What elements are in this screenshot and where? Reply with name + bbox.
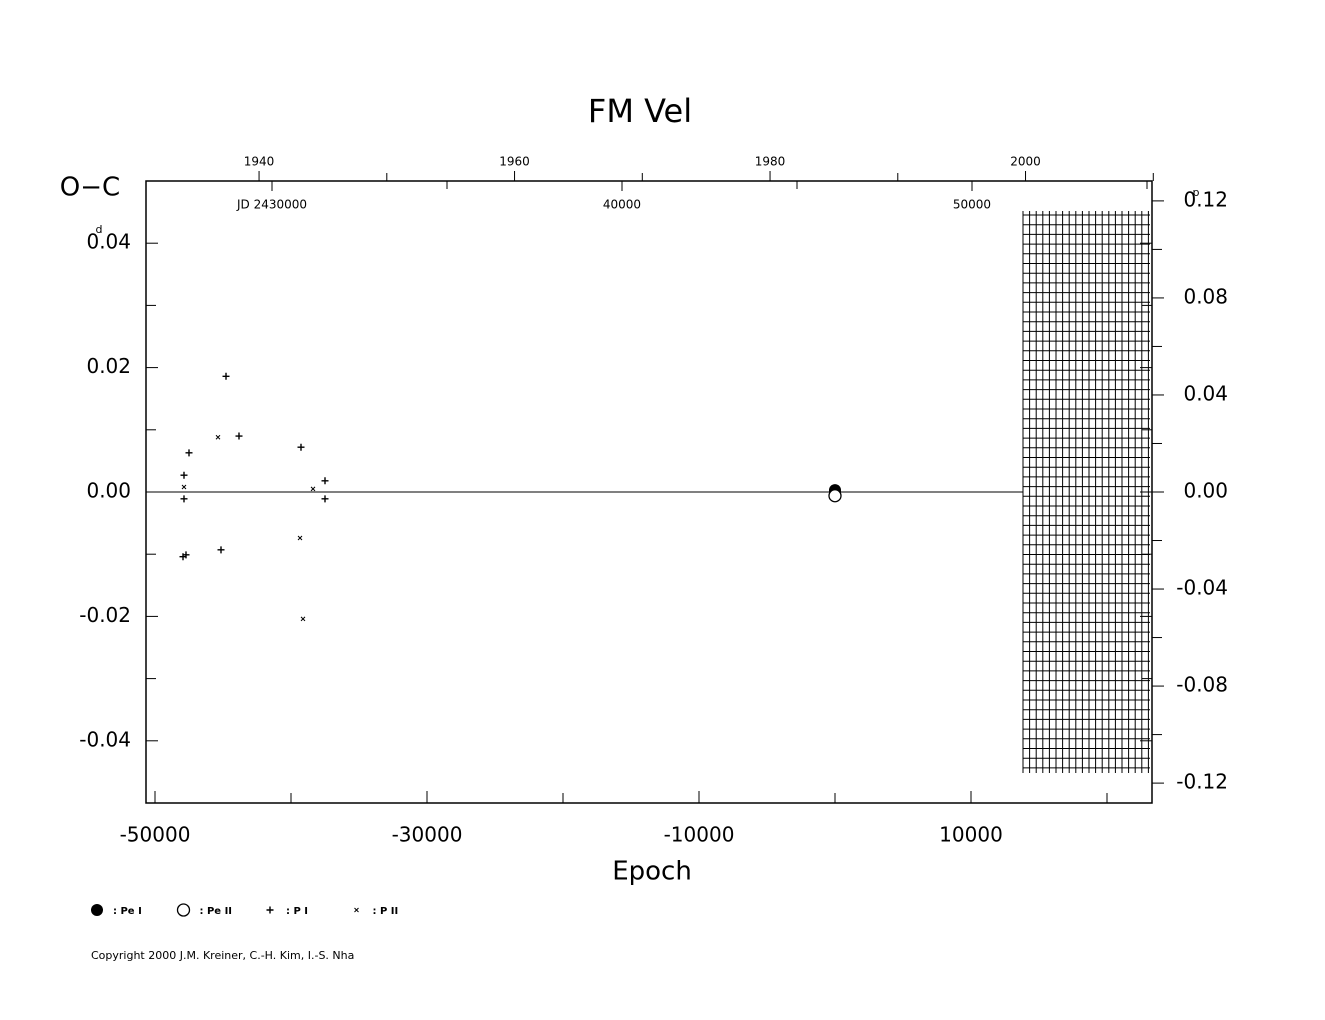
- jd-tick-label: JD 2430000: [236, 198, 307, 212]
- point: [217, 546, 225, 554]
- year-tick-label: 2000: [1010, 155, 1041, 169]
- y2-tick-label: 0.04: [1183, 381, 1228, 405]
- x-tick-label: -10000: [664, 823, 735, 847]
- legend-label: : P II: [373, 906, 399, 917]
- jd-tick-label: 50000: [953, 198, 991, 212]
- y-tick-label: 0.04: [86, 230, 131, 254]
- point: [179, 553, 187, 561]
- point: [222, 372, 230, 380]
- x-tick-label: -50000: [120, 823, 191, 847]
- point: [828, 489, 842, 503]
- point: [297, 535, 303, 541]
- x-tick-label: 10000: [939, 823, 1003, 847]
- legend-marker: [354, 907, 359, 913]
- point: [181, 484, 187, 490]
- legend-marker: [176, 903, 191, 917]
- legend-label: : Pe II: [200, 906, 233, 917]
- point: [180, 471, 188, 479]
- y2-tick-label: -0.08: [1176, 673, 1228, 697]
- point: [180, 495, 188, 503]
- y2-tick-label: 0.12: [1183, 187, 1228, 211]
- point: [310, 486, 316, 492]
- legend-marker: [91, 904, 103, 916]
- y-unit: d: [96, 223, 103, 236]
- point: [235, 432, 243, 440]
- point: [300, 616, 306, 622]
- chart-title: FM Vel: [588, 92, 692, 130]
- point: [297, 443, 305, 451]
- y2-tick-label: 0.08: [1183, 284, 1228, 308]
- legend-label: : Pe I: [113, 906, 142, 917]
- point: [321, 495, 329, 503]
- year-tick-label: 1940: [244, 155, 275, 169]
- point: [185, 449, 193, 457]
- y2-tick-label: -0.12: [1176, 770, 1228, 794]
- y-tick-label: 0.00: [86, 479, 131, 503]
- y2-unit: p: [1193, 186, 1200, 199]
- y-tick-label: 0.02: [86, 354, 131, 378]
- y-tick-label: -0.02: [79, 603, 131, 627]
- y-axis-label: O−C: [60, 173, 120, 203]
- x-tick-label: -30000: [392, 823, 463, 847]
- jd-tick-label: 40000: [603, 198, 641, 212]
- y2-tick-label: -0.04: [1176, 576, 1228, 600]
- point: [321, 477, 329, 485]
- copyright: Copyright 2000 J.M. Kreiner, C.-H. Kim, …: [91, 949, 354, 962]
- y2-tick-label: 0.00: [1183, 479, 1228, 503]
- year-tick-label: 1960: [499, 155, 530, 169]
- year-tick-label: 1980: [755, 155, 786, 169]
- legend-label: : P I: [286, 906, 308, 917]
- x-axis-label: Epoch: [612, 857, 692, 887]
- point: [215, 434, 221, 440]
- y-tick-label: -0.04: [79, 727, 131, 751]
- legend-marker: [266, 906, 274, 914]
